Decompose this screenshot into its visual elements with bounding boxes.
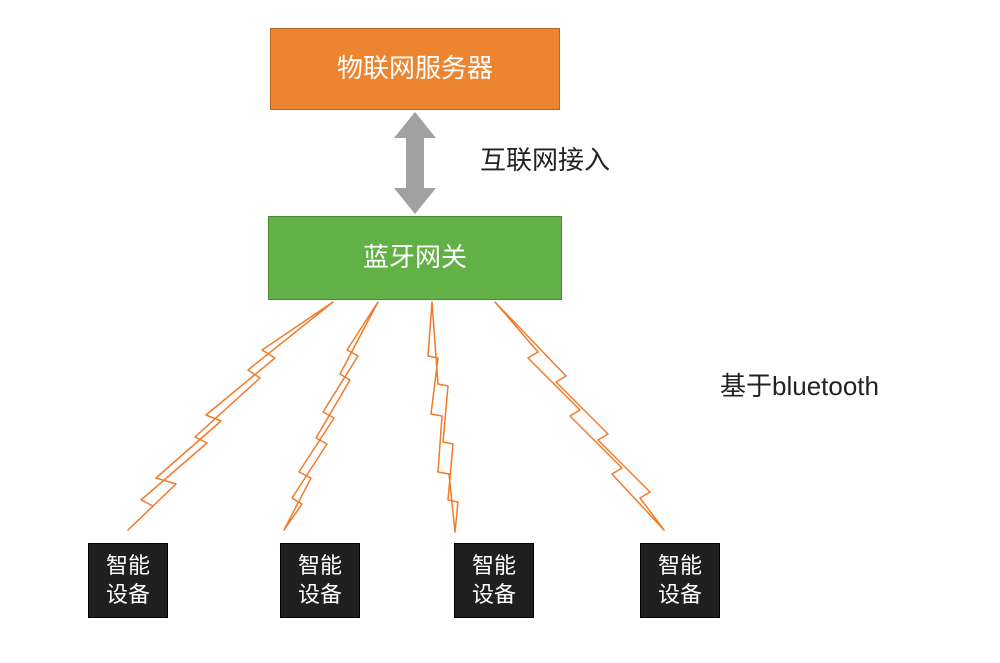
internet-access-label: 互联网接入 xyxy=(480,140,610,177)
double-arrow-icon xyxy=(394,112,436,214)
device-label-3: 智能 设备 xyxy=(472,552,516,609)
bolt-group xyxy=(128,302,664,532)
device-node-4: 智能 设备 xyxy=(640,543,720,618)
bolt-icon-3 xyxy=(428,302,458,532)
device-node-2: 智能 设备 xyxy=(280,543,360,618)
device-label-1: 智能 设备 xyxy=(106,552,150,609)
gateway-node: 蓝牙网关 xyxy=(268,216,562,300)
device-node-3: 智能 设备 xyxy=(454,543,534,618)
bolt-icon-4 xyxy=(495,302,664,530)
gateway-label: 蓝牙网关 xyxy=(363,241,467,275)
device-label-2: 智能 设备 xyxy=(298,552,342,609)
bolt-icon-2 xyxy=(284,302,378,530)
server-node: 物联网服务器 xyxy=(270,28,560,110)
device-label-4: 智能 设备 xyxy=(658,552,702,609)
bluetooth-based-label: 基于bluetooth xyxy=(720,366,879,403)
device-node-1: 智能 设备 xyxy=(88,543,168,618)
server-label: 物联网服务器 xyxy=(337,52,493,86)
bolt-icon-1 xyxy=(128,302,333,530)
